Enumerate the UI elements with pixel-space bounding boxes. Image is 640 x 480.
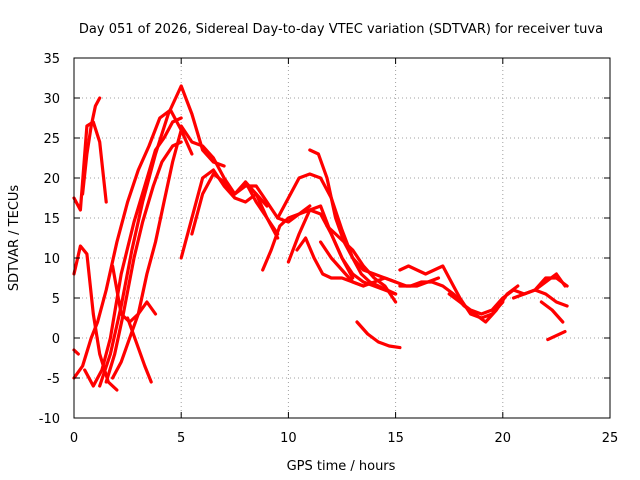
plot-frame (73, 57, 611, 419)
series-track-28 (533, 276, 569, 292)
series-track-9 (110, 128, 183, 380)
y-tick-label: 15 (43, 212, 60, 227)
series-track-22 (319, 240, 365, 288)
series-track-29 (539, 300, 565, 324)
series-track-19 (308, 148, 398, 304)
series-track-27 (511, 288, 569, 308)
series-track-18 (276, 172, 398, 284)
series-track-11 (125, 316, 153, 384)
series-track-13 (190, 172, 312, 236)
y-tick-label: 35 (43, 52, 60, 67)
axes: 0 5 10 15 20 25 -10 -5 0 5 10 15 20 25 30 35 (39, 52, 619, 446)
series-track-24 (398, 264, 505, 320)
series-track-6 (83, 116, 183, 388)
y-tick-label: 0 (52, 332, 60, 347)
data-series (72, 84, 569, 392)
x-axis-label: GPS time / hours (287, 459, 396, 474)
series-track-26 (447, 272, 567, 316)
x-tick-label: 5 (177, 431, 185, 446)
chart-title: Day 051 of 2026, Sidereal Day-to-day VTE… (79, 22, 603, 37)
series-track-14 (179, 124, 280, 240)
series-track-15 (243, 180, 280, 236)
x-tick-label: 25 (602, 431, 619, 446)
x-tick-label: 0 (70, 431, 78, 446)
series-track-7 (98, 84, 226, 388)
y-tick-label: 10 (43, 252, 60, 267)
y-tick-label: -5 (47, 372, 60, 387)
series-track-23 (355, 320, 402, 350)
x-tick-label: 10 (280, 431, 297, 446)
x-tick-label: 15 (387, 431, 404, 446)
y-tick-label: -10 (39, 412, 60, 427)
series-track-4 (72, 348, 80, 356)
y-tick-label: 20 (43, 172, 60, 187)
series-track-21 (325, 224, 398, 296)
y-tick-label: 30 (43, 92, 60, 107)
y-tick-label: 25 (43, 132, 60, 147)
y-tick-label: 5 (52, 292, 60, 307)
series-track-10 (110, 264, 158, 324)
y-axis-label: SDTVAR / TECUs (7, 185, 22, 292)
series-track-8 (104, 140, 183, 384)
series-track-30 (546, 330, 567, 342)
series-track-2 (80, 96, 102, 196)
x-tick-label: 20 (495, 431, 512, 446)
series-track-3 (72, 244, 119, 392)
